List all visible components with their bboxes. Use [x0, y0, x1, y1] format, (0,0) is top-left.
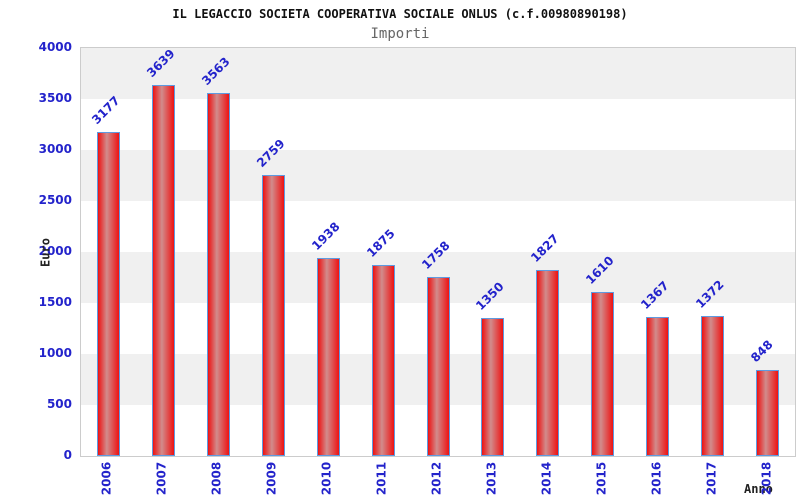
chart-title: IL LEGACCIO SOCIETA COOPERATIVA SOCIALE …: [172, 7, 628, 21]
x-tick-label: 2016: [649, 461, 664, 496]
x-tick-label: 2015: [594, 461, 609, 496]
grid-band: [81, 99, 795, 150]
y-tick-label: 0: [63, 448, 72, 462]
plot-area: 3177 3639 3563 2759 1938 1875 1758 1350 1827 1610…: [80, 46, 796, 457]
x-tick-label: 2008: [209, 461, 224, 496]
grid-band: [81, 150, 795, 201]
y-tick-label: 4000: [38, 40, 72, 54]
y-tick-label: 3500: [38, 91, 72, 105]
y-tick-label: 1500: [38, 295, 72, 309]
bar-2014: [536, 269, 560, 456]
x-tick-label: 2007: [154, 461, 169, 496]
x-tick-label: 2006: [99, 461, 114, 496]
grid-band: [81, 48, 795, 99]
x-tick-label: 2017: [704, 461, 719, 496]
y-tick-label: 1000: [38, 346, 72, 360]
bar-2008: [206, 92, 230, 456]
bar-2006: [96, 131, 120, 456]
x-tick-label: 2010: [319, 461, 334, 496]
bar-2010: [316, 258, 340, 456]
bar-2018: [756, 369, 780, 456]
x-tick-label: 2014: [539, 461, 554, 496]
chart-subtitle: Importi: [370, 26, 430, 42]
bar-2012: [426, 276, 450, 456]
x-tick-label: 2009: [264, 461, 279, 496]
bar-2007: [151, 84, 175, 456]
bar-2009: [261, 174, 285, 456]
x-tick-label: 2018: [759, 461, 774, 496]
x-tick-label: 2012: [429, 461, 444, 496]
x-tick-label: 2011: [374, 461, 389, 496]
y-axis-title: Euro: [38, 238, 53, 267]
y-axis-tick-labels: 0 500 1000 1500 2000 2500 3000 3500 4000: [0, 40, 72, 462]
y-tick-label: 500: [46, 397, 72, 411]
bar-2017: [701, 316, 725, 456]
bar-2011: [371, 264, 395, 456]
x-tick-label: 2013: [484, 461, 499, 496]
grid-band: [81, 201, 795, 252]
bar-2013: [481, 318, 505, 456]
y-tick-label: 2500: [38, 193, 72, 207]
y-tick-label: 3000: [38, 142, 72, 156]
y-tick-label: 2000: [38, 244, 72, 258]
bar-2015: [591, 291, 615, 456]
x-axis-title: Anno: [744, 482, 773, 496]
bar-2016: [646, 316, 670, 456]
